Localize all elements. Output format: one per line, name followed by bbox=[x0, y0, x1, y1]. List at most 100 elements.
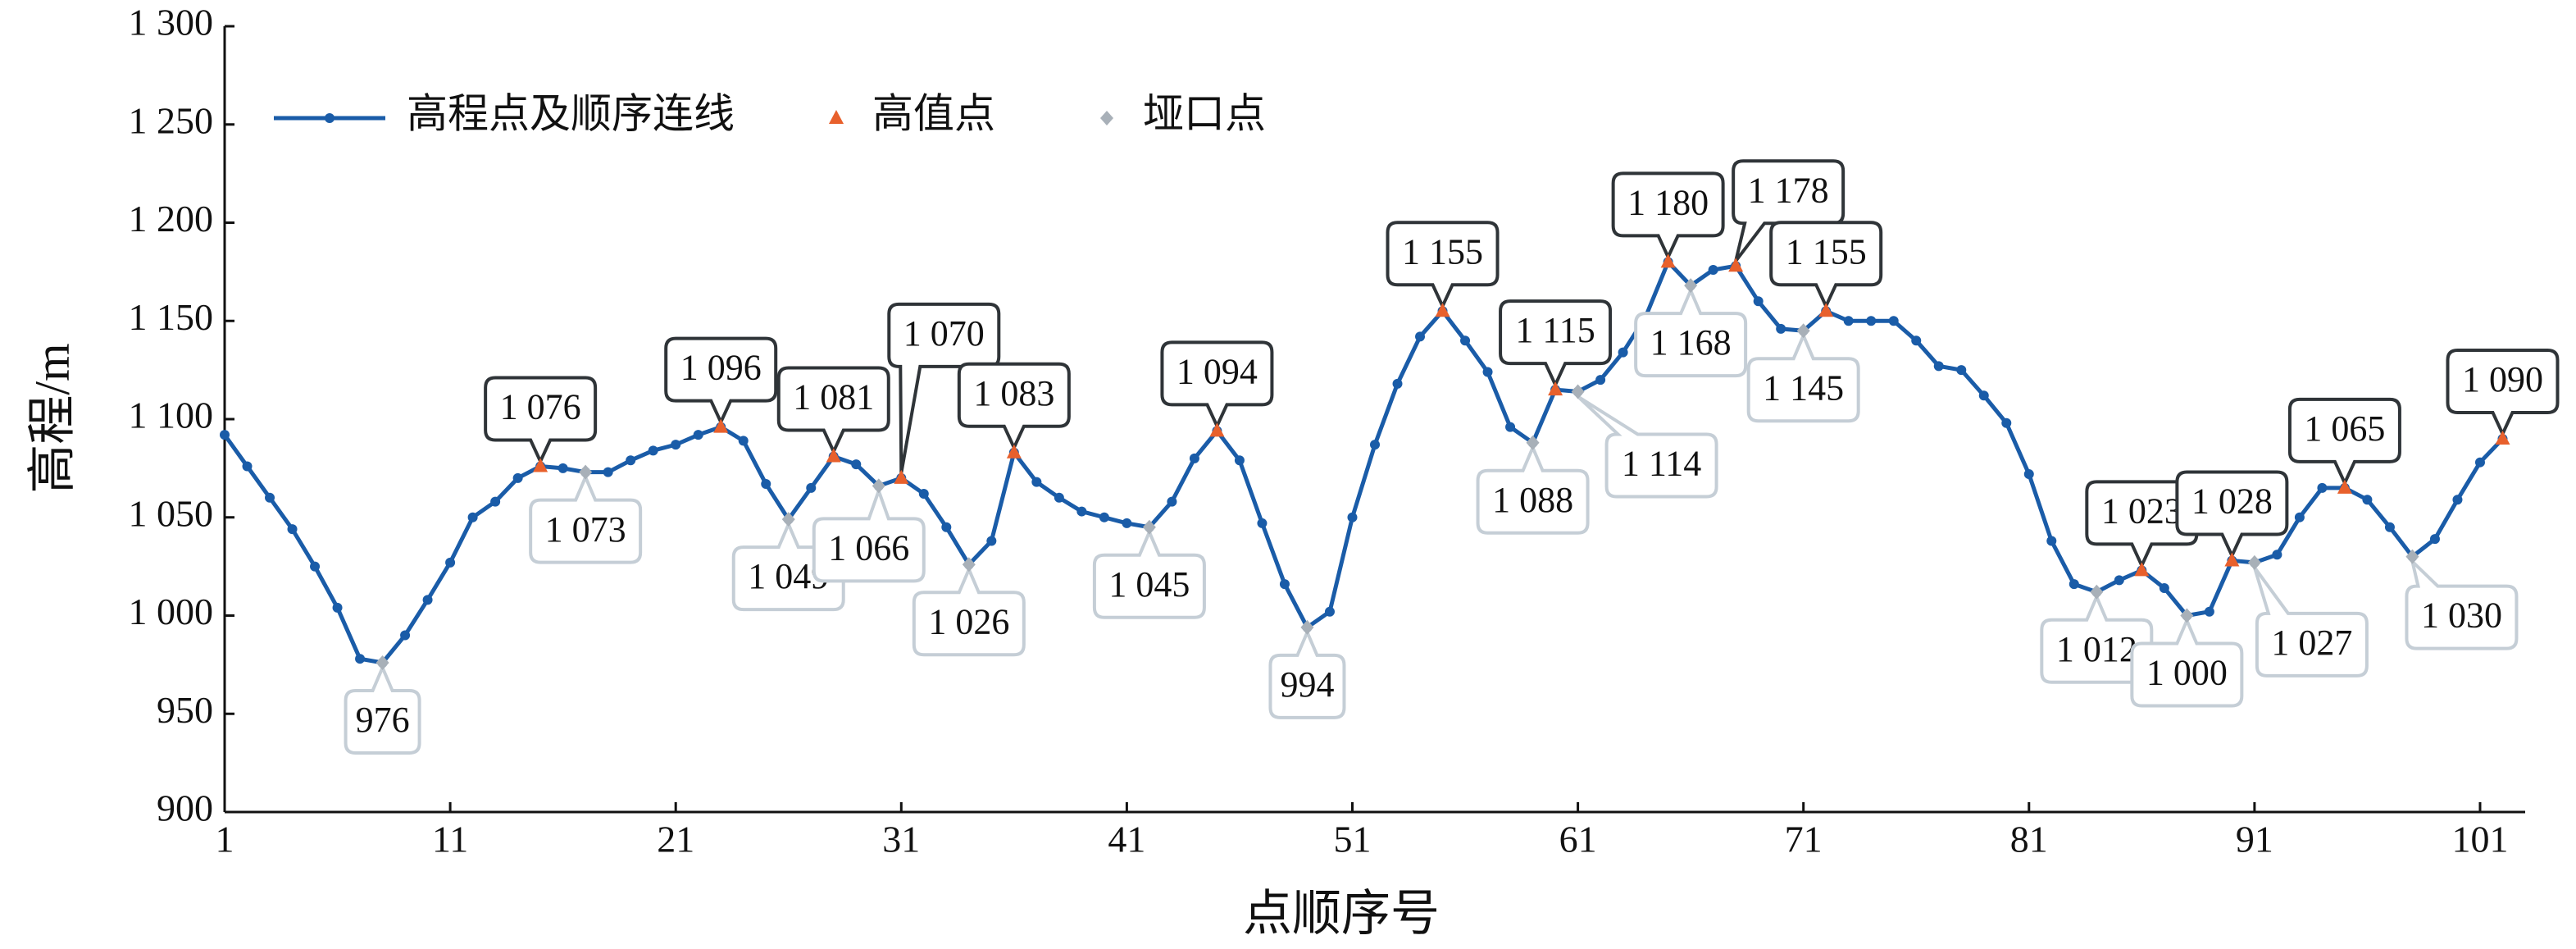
point bbox=[1708, 264, 1718, 275]
point bbox=[1234, 455, 1245, 466]
point bbox=[1279, 579, 1290, 590]
point bbox=[738, 436, 749, 446]
data-label: 1 070 bbox=[903, 313, 985, 354]
saddle-point bbox=[872, 478, 885, 494]
point bbox=[1189, 453, 1199, 463]
callout: 1 115 bbox=[1499, 299, 1613, 389]
saddle-point bbox=[1526, 435, 1540, 450]
callout-box bbox=[1746, 331, 1860, 423]
point bbox=[242, 461, 253, 472]
point bbox=[761, 479, 771, 490]
callout-box bbox=[1499, 299, 1613, 389]
callout-box bbox=[1732, 159, 1846, 262]
callout-box bbox=[887, 302, 1001, 474]
point bbox=[2474, 457, 2485, 468]
x-tick-label: 71 bbox=[1785, 819, 1823, 860]
callout-box bbox=[2446, 348, 2560, 438]
legend-label: 垭口点 bbox=[1143, 90, 1266, 136]
point bbox=[2023, 469, 2034, 480]
data-label: 976 bbox=[356, 700, 410, 740]
legend-label: 高程点及顺序连线 bbox=[407, 90, 735, 136]
callout: 1 178 bbox=[1732, 159, 1846, 262]
point bbox=[1776, 323, 1786, 334]
data-label: 1 045 bbox=[1108, 564, 1190, 605]
legend-marker bbox=[325, 113, 335, 123]
point bbox=[2069, 579, 2079, 590]
high-point bbox=[1548, 381, 1563, 396]
callout-box bbox=[912, 565, 1026, 657]
callout-box bbox=[1386, 221, 1500, 311]
high-point bbox=[1435, 303, 1450, 317]
point bbox=[332, 602, 343, 613]
saddle-point bbox=[2090, 584, 2104, 600]
y-tick-label: 900 bbox=[157, 787, 213, 829]
elevation-line bbox=[222, 259, 2505, 665]
legend-marker bbox=[1100, 111, 1113, 125]
callout-box bbox=[344, 663, 421, 755]
point bbox=[1843, 316, 1854, 326]
point bbox=[310, 561, 321, 572]
high-point bbox=[2224, 552, 2240, 567]
callout: 1 114 bbox=[1577, 395, 1718, 499]
callout: 994 bbox=[1268, 627, 1346, 719]
legend-marker bbox=[829, 110, 844, 124]
point bbox=[220, 430, 230, 440]
x-tick-label: 31 bbox=[882, 819, 920, 860]
point bbox=[445, 557, 456, 568]
point bbox=[2317, 482, 2328, 493]
y-tick-label: 1 050 bbox=[129, 492, 214, 534]
callout: 976 bbox=[344, 663, 421, 755]
callout: 1 076 bbox=[484, 376, 598, 466]
saddle-point bbox=[781, 512, 795, 527]
point bbox=[2429, 534, 2440, 545]
callout-box bbox=[1769, 221, 1883, 311]
point bbox=[1956, 365, 1967, 376]
high-point bbox=[894, 469, 909, 484]
high-point bbox=[1006, 444, 1022, 459]
point bbox=[1054, 492, 1064, 503]
y-tick-label: 1 250 bbox=[129, 99, 214, 141]
data-label: 1 114 bbox=[1622, 444, 1701, 484]
saddle-point bbox=[1142, 519, 1156, 535]
callout-box bbox=[957, 362, 1071, 452]
callout: 1 155 bbox=[1769, 221, 1883, 311]
point bbox=[851, 459, 862, 470]
high-point bbox=[1209, 422, 1225, 437]
point bbox=[355, 654, 366, 664]
callout: 1 000 bbox=[2130, 616, 2244, 708]
point bbox=[2114, 575, 2124, 586]
x-tick-label: 51 bbox=[1333, 819, 1371, 860]
high-point bbox=[1818, 303, 1834, 317]
saddle-point bbox=[1796, 323, 1810, 339]
point bbox=[2272, 550, 2282, 560]
point bbox=[1460, 335, 1471, 346]
saddle-point bbox=[2180, 608, 2194, 623]
data-label: 1 076 bbox=[500, 387, 581, 427]
y-tick-label: 950 bbox=[157, 689, 213, 731]
callout-box bbox=[1634, 286, 1748, 378]
saddle-point bbox=[1300, 619, 1314, 635]
x-tick-label: 21 bbox=[657, 819, 694, 860]
high-point bbox=[2495, 430, 2510, 445]
point bbox=[1888, 316, 1899, 326]
y-tick-label: 1 300 bbox=[129, 2, 214, 43]
data-label: 1 065 bbox=[2304, 408, 2385, 449]
callout: 1 073 bbox=[529, 472, 643, 564]
point bbox=[558, 463, 568, 473]
point bbox=[693, 430, 703, 440]
y-tick-label: 1 100 bbox=[129, 395, 214, 436]
high-point bbox=[1728, 258, 1744, 272]
point bbox=[2204, 606, 2214, 617]
data-label: 1 145 bbox=[1763, 367, 1844, 408]
high-point bbox=[2337, 479, 2352, 494]
point bbox=[512, 472, 523, 483]
callout-box bbox=[2252, 566, 2369, 678]
data-label: 1 155 bbox=[1402, 231, 1483, 271]
x-tick-label: 81 bbox=[2010, 819, 2048, 860]
data-label: 1 028 bbox=[2191, 481, 2273, 522]
y-tick-label: 1 000 bbox=[129, 591, 214, 632]
point bbox=[603, 467, 613, 477]
point bbox=[941, 522, 952, 532]
point bbox=[2159, 582, 2169, 593]
y-axis-title: 高程/m bbox=[25, 343, 80, 493]
